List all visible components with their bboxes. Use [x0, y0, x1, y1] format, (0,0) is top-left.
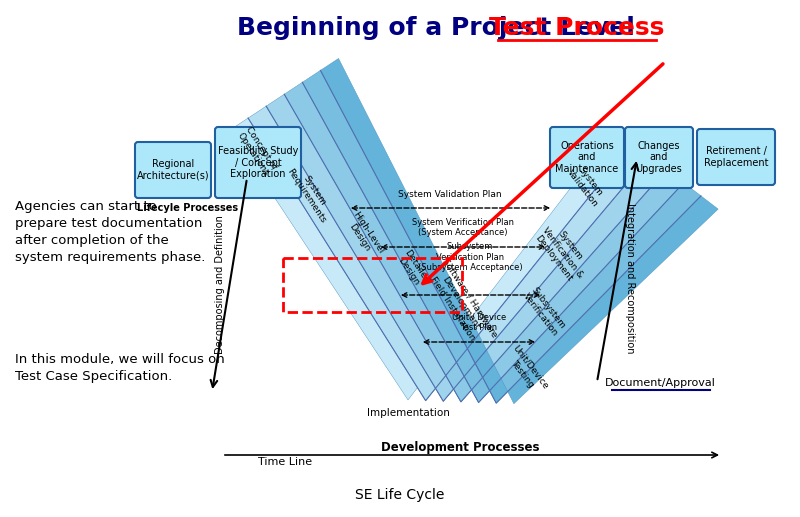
Text: Feasibility Study
/ Concept
Exploration: Feasibility Study / Concept Exploration [218, 146, 298, 179]
Text: Beginning of a Project Level: Beginning of a Project Level [237, 16, 644, 40]
Polygon shape [248, 106, 650, 401]
FancyBboxPatch shape [697, 129, 775, 185]
FancyBboxPatch shape [550, 127, 624, 188]
Text: Subsystem
Verification: Subsystem Verification [521, 285, 567, 338]
Text: Agencies can start to
prepare test documentation
after completion of the
system : Agencies can start to prepare test docum… [15, 200, 206, 264]
Text: System
Verification &
Deployment: System Verification & Deployment [532, 219, 593, 286]
Text: Document/Approval: Document/Approval [605, 378, 715, 388]
Text: Changes
and
Upgrades: Changes and Upgrades [636, 141, 682, 174]
Text: Software / Hardware
Development
Field Installation: Software / Hardware Development Field In… [423, 256, 498, 350]
Text: Time Line: Time Line [258, 457, 312, 467]
Text: Unit/Device
Testing: Unit/Device Testing [502, 344, 550, 398]
Polygon shape [284, 82, 684, 403]
Text: Operations
and
Maintenance: Operations and Maintenance [555, 141, 618, 174]
Text: SE Life Cycle: SE Life Cycle [355, 488, 445, 502]
FancyBboxPatch shape [135, 142, 211, 198]
Text: Subsystem
Verification Plan
(Subsystem Acceptance): Subsystem Verification Plan (Subsystem A… [418, 242, 522, 272]
Text: System Validation Plan: System Validation Plan [398, 190, 502, 199]
Polygon shape [321, 58, 718, 404]
Text: Detailed
Design: Detailed Design [394, 248, 431, 291]
Text: Implementation: Implementation [366, 408, 450, 418]
Text: Concept of
Operations: Concept of Operations [235, 125, 278, 177]
Text: Development Processes: Development Processes [381, 440, 539, 453]
Text: Retirement /
Replacement: Retirement / Replacement [704, 146, 768, 168]
Text: System Verification Plan
(System Acceptance): System Verification Plan (System Accepta… [412, 218, 514, 237]
Text: In this module, we will focus on
Test Case Specification.: In this module, we will focus on Test Ca… [15, 353, 225, 383]
Polygon shape [230, 118, 632, 401]
Text: Integration and Recomposition: Integration and Recomposition [625, 203, 635, 353]
Text: Test Process: Test Process [490, 16, 665, 40]
Text: Decomposing and Definition: Decomposing and Definition [215, 216, 225, 355]
FancyBboxPatch shape [215, 127, 301, 198]
Text: Unit / Device
Test Plan: Unit / Device Test Plan [452, 313, 506, 332]
Text: System
Requirements: System Requirements [285, 161, 336, 225]
FancyBboxPatch shape [625, 127, 693, 188]
Text: System
Validation: System Validation [565, 161, 608, 209]
Text: Regional
Architecture(s): Regional Architecture(s) [137, 159, 210, 181]
Polygon shape [302, 70, 701, 403]
Text: High-Level
Design: High-Level Design [343, 210, 386, 261]
Polygon shape [266, 94, 666, 402]
Text: Lifecyle Processes: Lifecyle Processes [138, 203, 238, 213]
